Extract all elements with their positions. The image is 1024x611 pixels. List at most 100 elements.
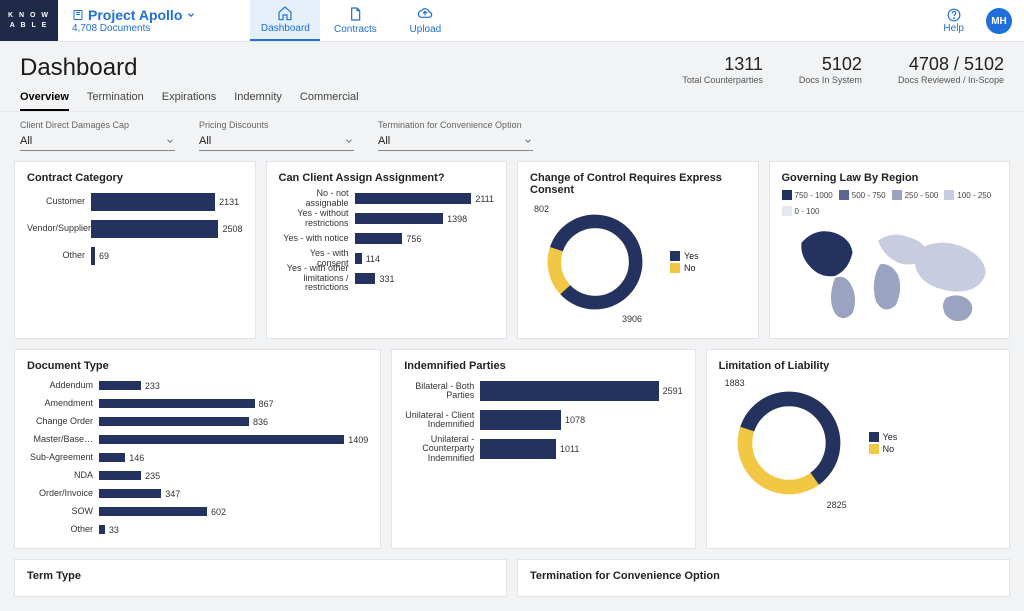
donut-chart: 18832825 bbox=[719, 378, 859, 508]
donut-value-yes: 2825 bbox=[827, 500, 847, 510]
filter[interactable]: Termination for Convenience Option All bbox=[378, 120, 533, 151]
legend-label: Yes bbox=[684, 251, 699, 261]
document-icon bbox=[347, 6, 363, 22]
filter-label: Termination for Convenience Option bbox=[378, 120, 533, 130]
help-button[interactable]: Help bbox=[933, 0, 974, 41]
legend-item: 250 - 500 bbox=[892, 190, 939, 200]
hbar-row: Amendment 867 bbox=[27, 396, 368, 411]
legend-swatch bbox=[670, 263, 680, 273]
hbar-bar bbox=[480, 381, 658, 401]
kpi-row: 1311Total Counterparties5102Docs In Syst… bbox=[646, 54, 1004, 85]
project-icon bbox=[72, 9, 84, 21]
hbar-row: Bilateral - Both Parties 2591 bbox=[404, 378, 682, 404]
hbar-row: Yes - without restrictions1398 bbox=[279, 210, 495, 227]
card-title: Can Client Assign Assignment? bbox=[279, 172, 495, 184]
hbar-row: Customer 2131 bbox=[27, 190, 243, 214]
hbar-value: 347 bbox=[165, 489, 180, 499]
hbar-value: 146 bbox=[129, 453, 144, 463]
world-map bbox=[782, 220, 998, 330]
card-contract-category: Contract Category Customer2131Vendor/Sup… bbox=[14, 161, 256, 339]
card-liability: Limitation of Liability 18832825 Yes No bbox=[706, 349, 1010, 549]
filter-value: All bbox=[378, 135, 390, 147]
card-title: Change of Control Requires Express Conse… bbox=[530, 172, 746, 196]
card-document-type: Document Type Addendum233Amendment867Cha… bbox=[14, 349, 381, 549]
card-title: Limitation of Liability bbox=[719, 360, 997, 372]
kpi-value: 4708 / 5102 bbox=[898, 54, 1004, 75]
hbar-row: Change Order836 bbox=[27, 414, 368, 429]
hbar-label: Sub-Agreement bbox=[27, 453, 99, 462]
filter-select[interactable]: All bbox=[199, 132, 354, 151]
dashboard-grid: Contract Category Customer2131Vendor/Sup… bbox=[0, 161, 1024, 611]
nav-tab-dashboard[interactable]: Dashboard bbox=[250, 0, 320, 41]
hbar-value: 756 bbox=[406, 234, 421, 244]
legend-item: 100 - 250 bbox=[944, 190, 991, 200]
nav-tab-label: Upload bbox=[410, 24, 442, 35]
hbar-value: 2131 bbox=[219, 197, 239, 207]
hbar-label: Addendum bbox=[27, 381, 99, 390]
hbar-row: Unilateral - Counterparty Indemnified101… bbox=[404, 436, 682, 462]
subtab-expirations[interactable]: Expirations bbox=[162, 91, 216, 111]
hbar-row: Unilateral - Client Indemnified1078 bbox=[404, 407, 682, 433]
nav-tab-label: Dashboard bbox=[261, 23, 310, 34]
filter-value: All bbox=[20, 135, 32, 147]
hbar-row: Yes - with other limitations / restricti… bbox=[279, 270, 495, 287]
hbar-label: Order/Invoice bbox=[27, 489, 99, 498]
card-assign: Can Client Assign Assignment? No - not a… bbox=[266, 161, 508, 339]
hbar-value: 2591 bbox=[663, 386, 683, 396]
hbar-bar bbox=[99, 507, 207, 516]
nav-tab-upload[interactable]: Upload bbox=[390, 0, 460, 41]
hbar-label: Customer bbox=[27, 197, 91, 206]
donut-chart: 8023906 bbox=[530, 202, 660, 322]
subtabs: Overview Termination Expirations Indemnity C… bbox=[0, 89, 1024, 111]
donut-legend: Yes No bbox=[670, 249, 699, 275]
brand-logo[interactable]: K N O W A B L E bbox=[0, 0, 58, 41]
card-title: Termination for Convenience Option bbox=[530, 570, 997, 582]
hbar-bar bbox=[99, 489, 161, 498]
subtab-indemnity[interactable]: Indemnity bbox=[234, 91, 282, 111]
project-sub: 4,708 Documents bbox=[72, 23, 196, 34]
hbar-bar bbox=[355, 213, 444, 224]
hbar-row: Order/Invoice 347 bbox=[27, 486, 368, 501]
kpi: 4708 / 5102Docs Reviewed / In-Scope bbox=[898, 54, 1004, 85]
legend-swatch bbox=[869, 444, 879, 454]
hbar-bar bbox=[355, 233, 403, 244]
project-picker[interactable]: Project Apollo 4,708 Documents bbox=[58, 0, 210, 41]
hbar-value: 1409 bbox=[348, 435, 368, 445]
chevron-down-icon bbox=[186, 10, 196, 20]
filter-select[interactable]: All bbox=[20, 132, 175, 151]
filter-select[interactable]: All bbox=[378, 132, 533, 151]
hbar-label: Unilateral - Client Indemnified bbox=[404, 411, 480, 430]
card-title: Governing Law By Region bbox=[782, 172, 998, 184]
legend-label: 500 - 750 bbox=[852, 191, 886, 200]
help-icon bbox=[947, 8, 961, 22]
hbar-bar bbox=[91, 193, 215, 211]
card-governing-law: Governing Law By Region 750 - 1000500 - … bbox=[769, 161, 1011, 339]
hbar-value: 836 bbox=[253, 417, 268, 427]
filter[interactable]: Pricing DiscountsAll bbox=[199, 120, 354, 151]
avatar[interactable]: MH bbox=[986, 8, 1012, 34]
hbar-label: Yes - with notice bbox=[279, 234, 355, 243]
chevron-down-icon bbox=[165, 136, 175, 146]
subtab-termination[interactable]: Termination bbox=[87, 91, 144, 111]
hbar-row: Other69 bbox=[27, 244, 243, 268]
legend-label: No bbox=[883, 444, 895, 454]
hbar-label: SOW bbox=[27, 507, 99, 516]
hbar-bar bbox=[480, 410, 561, 430]
hbar-label: Yes - without restrictions bbox=[279, 209, 355, 228]
nav-tab-contracts[interactable]: Contracts bbox=[320, 0, 390, 41]
subtab-commercial[interactable]: Commercial bbox=[300, 91, 359, 111]
hbar-bar bbox=[99, 435, 344, 444]
nav-tabs: Dashboard Contracts Upload bbox=[250, 0, 460, 41]
filter[interactable]: Client Direct Damages CapAll bbox=[20, 120, 175, 151]
hbar-chart: No - not assignable2111Yes - without res… bbox=[279, 190, 495, 287]
card-change-control: Change of Control Requires Express Conse… bbox=[517, 161, 759, 339]
hbar-value: 867 bbox=[259, 399, 274, 409]
donut-value-no: 802 bbox=[534, 204, 549, 214]
nav-tab-label: Contracts bbox=[334, 24, 377, 35]
filter-value: All bbox=[199, 135, 211, 147]
legend-swatch bbox=[869, 432, 879, 442]
hbar-label: Amendment bbox=[27, 399, 99, 408]
page-header: Dashboard 1311Total Counterparties5102Do… bbox=[0, 42, 1024, 89]
subtab-overview[interactable]: Overview bbox=[20, 91, 69, 111]
hbar-label: Bilateral - Both Parties bbox=[404, 382, 480, 401]
